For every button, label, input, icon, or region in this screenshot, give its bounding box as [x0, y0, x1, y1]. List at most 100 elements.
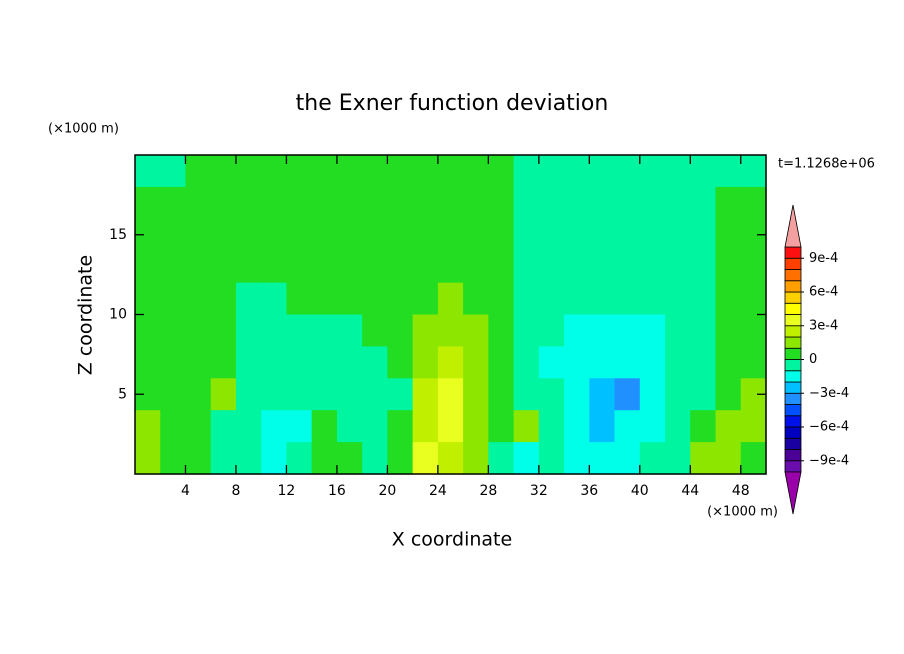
colorbar-box [784, 325, 802, 338]
contour-cell [665, 282, 691, 316]
contour-cell [387, 250, 414, 284]
colorbar-box [784, 437, 802, 450]
x-axis-label: X coordinate [392, 529, 512, 551]
contour-cell [488, 218, 515, 252]
contour-cell [311, 410, 338, 443]
contour-cell [412, 378, 439, 411]
contour-cell [463, 442, 489, 475]
contour-cell [488, 314, 515, 347]
colorbar-box [784, 257, 802, 270]
contour-cell [286, 314, 313, 347]
colorbar-box [784, 449, 802, 462]
contour-cell [463, 155, 489, 188]
contour-cell [538, 346, 565, 379]
contour-cell [690, 218, 717, 252]
y-tick-label: 5 [118, 386, 127, 402]
contour-cell [538, 155, 565, 188]
contour-cell [639, 442, 666, 475]
contour-cell [715, 410, 742, 443]
contour-cell [336, 155, 363, 188]
contour-cell [135, 410, 161, 443]
colorbar-box [784, 381, 802, 394]
x-tick-label: 40 [631, 483, 649, 499]
contour-cell [589, 378, 616, 411]
colorbar-tick-label: 9e-4 [809, 251, 838, 266]
contour-cell [412, 218, 439, 252]
contour-cell [589, 346, 616, 379]
contour-cell [690, 186, 717, 220]
contour-field [135, 155, 767, 475]
y-tick-label: 10 [109, 307, 127, 323]
contour-cell [185, 442, 212, 475]
contour-cell [715, 218, 742, 252]
contour-cell [589, 410, 616, 443]
contour-cell [362, 314, 388, 347]
contour-cell [160, 378, 187, 411]
colorbar-box [784, 336, 802, 349]
contour-cell [665, 250, 691, 284]
contour-cell [185, 378, 212, 411]
x-tick-label: 12 [278, 483, 296, 499]
contour-cell [235, 250, 262, 284]
contour-cell [538, 378, 565, 411]
contour-cell [412, 250, 439, 284]
contour-cell [589, 186, 616, 220]
contour-cell [235, 218, 262, 252]
contour-cell [311, 218, 338, 252]
contour-cell [235, 410, 262, 443]
contour-cell [665, 410, 691, 443]
contour-cell [437, 186, 464, 220]
contour-cell [135, 282, 161, 316]
contour-cell [665, 186, 691, 220]
contour-cell [538, 410, 565, 443]
contour-cell [665, 155, 691, 188]
contour-cell [513, 186, 540, 220]
contour-cell [286, 218, 313, 252]
contour-cell [690, 378, 717, 411]
contour-cell [336, 442, 363, 475]
contour-cell [135, 155, 161, 188]
contour-cell [513, 442, 540, 475]
contour-cell [665, 346, 691, 379]
contour-cell [690, 410, 717, 443]
contour-cell [387, 442, 414, 475]
contour-cell [589, 442, 616, 475]
contour-cell [185, 282, 212, 316]
contour-cell [387, 346, 414, 379]
x-unit: (×1000 m) [707, 505, 778, 520]
contour-cell [589, 155, 616, 188]
contour-cell [235, 186, 262, 220]
contour-cell [210, 218, 237, 252]
contour-cell [564, 442, 590, 475]
contour-cell [564, 155, 590, 188]
contour-cell [715, 314, 742, 347]
contour-cell [690, 442, 717, 475]
contour-cell [412, 314, 439, 347]
contour-cell [564, 378, 590, 411]
contour-cell [513, 410, 540, 443]
y-unit: (×1000 m) [48, 122, 119, 137]
contour-cell [639, 378, 666, 411]
contour-cell [412, 155, 439, 188]
colorbar-box [784, 269, 802, 282]
contour-cell [639, 410, 666, 443]
contour-cell [614, 410, 641, 443]
contour-cell [740, 442, 767, 475]
contour-cell [261, 410, 288, 443]
contour-cell [311, 155, 338, 188]
contour-cell [387, 378, 414, 411]
contour-cell [614, 346, 641, 379]
contour-cell [362, 250, 388, 284]
contour-cell [261, 186, 288, 220]
contour-cell [135, 250, 161, 284]
contour-cell [513, 282, 540, 316]
contour-cell [210, 346, 237, 379]
contour-cell [336, 346, 363, 379]
contour-cell [639, 250, 666, 284]
contour-cell [210, 378, 237, 411]
contour-cell [665, 314, 691, 347]
colorbar-tick-label: −6e-4 [809, 420, 849, 435]
colorbar-box [784, 460, 802, 473]
